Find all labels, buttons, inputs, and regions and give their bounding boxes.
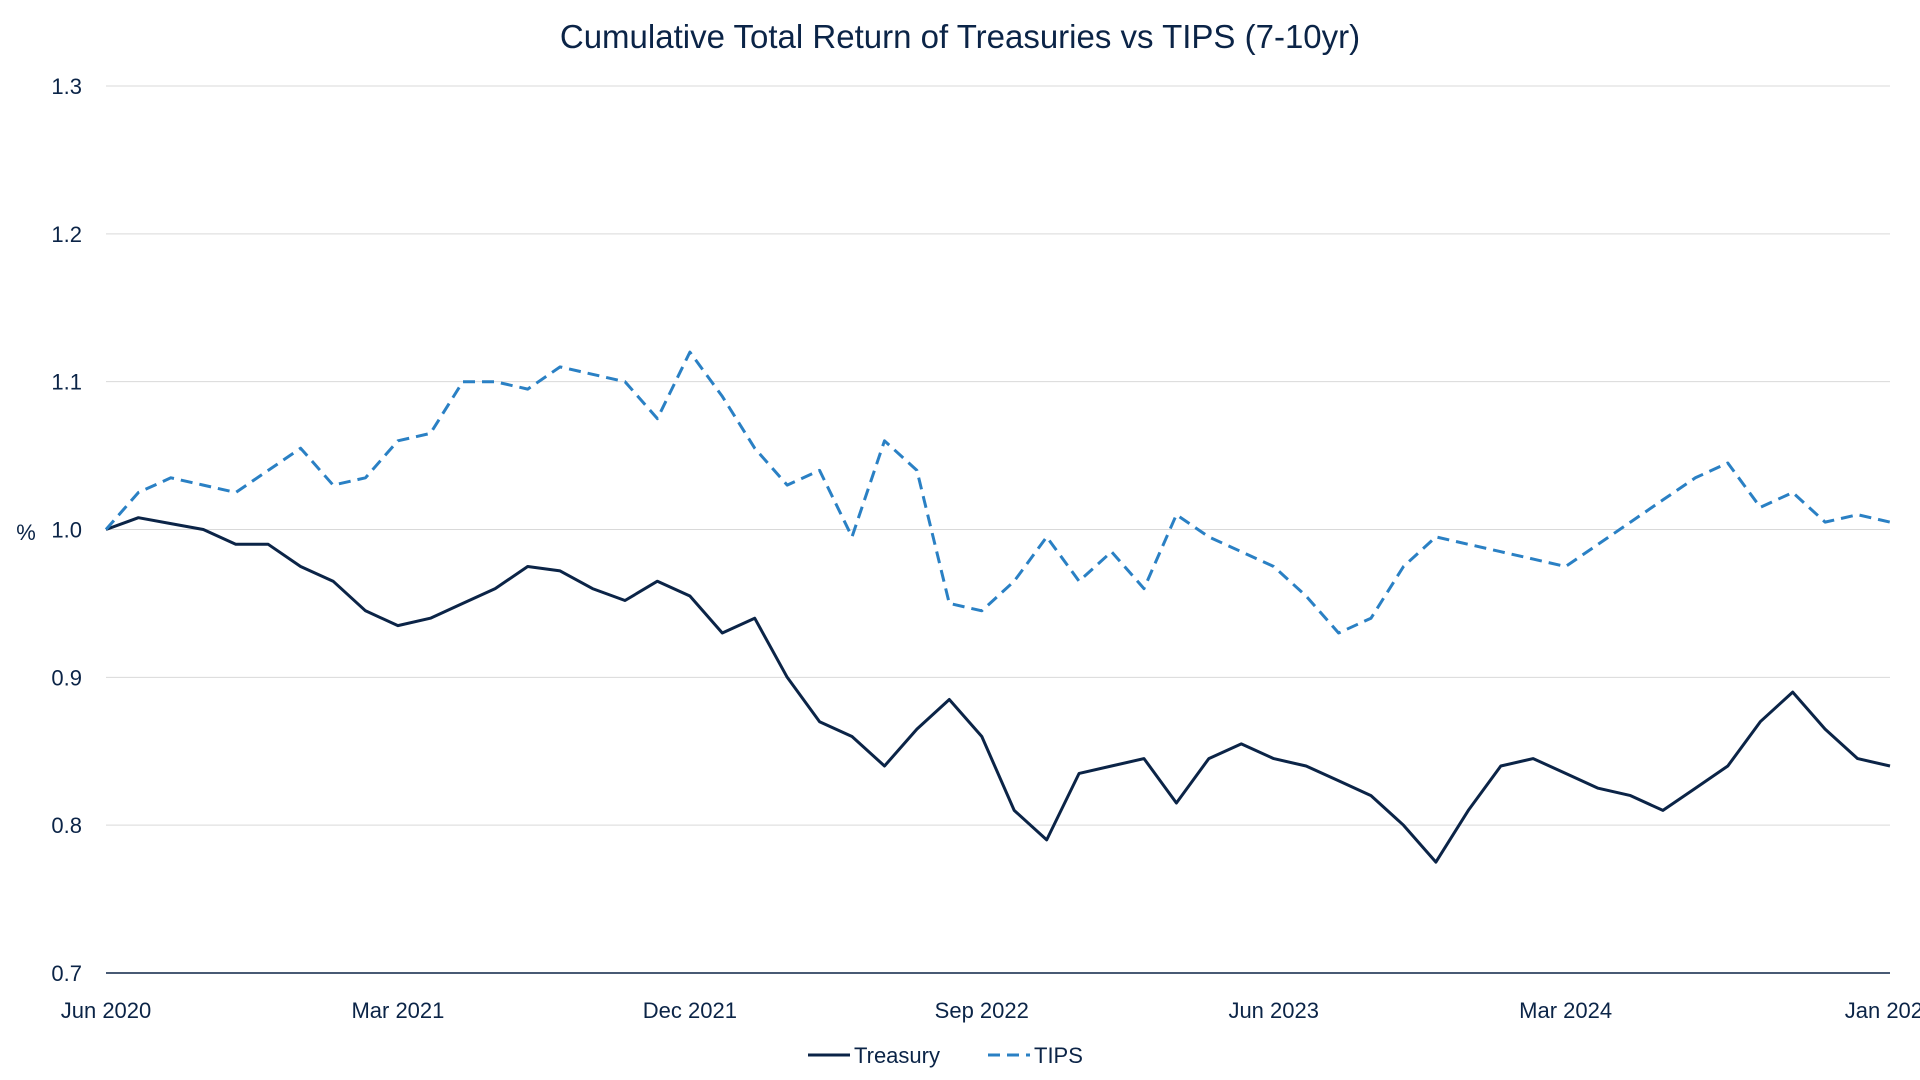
legend-item-treasury: Treasury: [808, 1043, 940, 1068]
x-tick-label: Jun 2020: [61, 998, 152, 1023]
series-line-tips: [104, 350, 1891, 635]
legend-label: Treasury: [854, 1043, 940, 1068]
x-tick-label: Dec 2021: [643, 998, 737, 1023]
y-tick-label: 1.1: [51, 370, 82, 395]
legend: Treasury TIPS: [808, 1043, 1083, 1068]
y-tick-label: 0.9: [51, 665, 82, 690]
x-tick-label: Jun 2023: [1228, 998, 1319, 1023]
chart-title: Cumulative Total Return of Treasuries vs…: [560, 18, 1360, 55]
legend-item-tips: TIPS: [988, 1043, 1083, 1068]
x-tick-label: Jan 2025: [1845, 998, 1920, 1023]
series-line-treasury: [105, 516, 1891, 864]
y-tick-label: 0.8: [51, 813, 82, 838]
y-tick-label: 1.0: [51, 518, 82, 543]
series-lines: [104, 350, 1891, 864]
x-tick-label: Mar 2021: [351, 998, 444, 1023]
x-tick-label: Mar 2024: [1519, 998, 1612, 1023]
y-axis-label: %: [16, 520, 36, 545]
y-axis-ticks: 0.7 0.8 0.9 1.0 1.1 1.2 1.3: [51, 74, 82, 986]
legend-label: TIPS: [1034, 1043, 1083, 1068]
x-tick-label: Sep 2022: [935, 998, 1029, 1023]
y-tick-label: 1.3: [51, 74, 82, 99]
y-tick-label: 0.7: [51, 961, 82, 986]
grid-lines: [106, 85, 1890, 826]
x-axis-ticks: Jun 2020 Mar 2021 Dec 2021 Sep 2022 Jun 2023…: [61, 998, 1920, 1023]
y-tick-label: 1.2: [51, 222, 82, 247]
